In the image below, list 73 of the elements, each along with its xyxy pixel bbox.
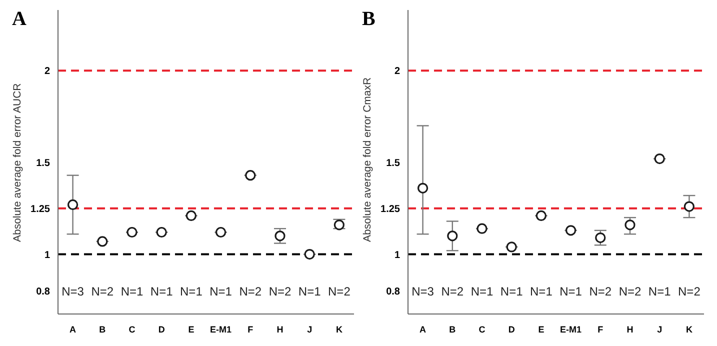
x-tick-label: K — [686, 324, 693, 334]
x-tick-label: A — [420, 324, 427, 334]
x-tick-label: E — [188, 324, 194, 334]
point — [68, 199, 78, 210]
annotation: N=2 — [91, 284, 114, 298]
x-tick-label: F — [598, 324, 604, 334]
point — [654, 153, 665, 164]
annotation: N=2 — [441, 284, 464, 298]
x-tick-label: C — [128, 324, 136, 334]
point — [506, 242, 517, 252]
y-axis-title: Absolute average fold error AUCR — [12, 82, 24, 242]
annotation: N=2 — [328, 284, 351, 298]
x-tick-label: E-M1 — [560, 324, 582, 334]
annotation: N=1 — [470, 284, 494, 298]
annotation: N=3 — [62, 284, 84, 298]
x-tick-label: J — [307, 324, 312, 334]
x-tick-label: J — [657, 324, 662, 334]
annotation: N=2 — [678, 284, 701, 298]
x-tick-label: B — [449, 324, 456, 334]
y-tick-label: 0.8 — [36, 286, 50, 298]
annotation: N=1 — [120, 284, 144, 298]
point — [536, 210, 546, 222]
y-tick-label: 0.8 — [386, 286, 400, 298]
x-tick-label: A — [70, 324, 77, 334]
y-tick-label: 1.5 — [36, 158, 50, 170]
y-tick-label: 1 — [394, 250, 400, 261]
y-tick-label: 1 — [44, 250, 50, 261]
point — [186, 210, 196, 222]
point — [304, 249, 315, 260]
point — [595, 232, 606, 244]
point — [97, 236, 108, 247]
y-tick-label: 2 — [44, 66, 50, 78]
x-tick-label: C — [478, 324, 486, 334]
annotation: N=1 — [298, 284, 322, 298]
annotation: N=1 — [150, 284, 174, 298]
annotation: N=3 — [412, 284, 434, 298]
point — [216, 226, 226, 238]
point — [156, 226, 167, 238]
x-tick-label: H — [276, 324, 284, 334]
annotation: N=1 — [530, 284, 553, 298]
point — [245, 170, 256, 181]
annotation: N=1 — [210, 284, 232, 298]
annotation: N=1 — [500, 284, 524, 298]
x-tick-label: H — [626, 324, 634, 334]
y-tick-label: 2 — [394, 66, 400, 78]
y-tick-label: 1.25 — [380, 204, 400, 215]
annotation: N=2 — [589, 284, 612, 298]
x-tick-label: K — [336, 324, 343, 334]
point — [274, 230, 286, 242]
point — [418, 182, 428, 194]
y-axis-title: Absolute average fold error CmaxR — [362, 77, 374, 242]
point — [684, 201, 694, 212]
x-tick-label: F — [248, 324, 254, 334]
point — [624, 220, 636, 230]
y-tick-label: 1.25 — [30, 204, 50, 215]
chart-title: B — [362, 8, 376, 31]
point — [126, 226, 138, 238]
y-tick-label: 1.5 — [386, 158, 400, 170]
annotation: N=2 — [268, 284, 292, 298]
annotation: N=2 — [618, 284, 642, 298]
x-tick-label: D — [158, 324, 166, 334]
x-tick-label: D — [508, 324, 516, 334]
annotation: N=1 — [180, 284, 203, 298]
point — [447, 230, 458, 242]
annotation: N=2 — [239, 284, 262, 298]
point — [566, 225, 576, 236]
annotation: N=1 — [648, 284, 672, 298]
x-tick-label: E — [538, 324, 544, 334]
chart-title: A — [12, 8, 26, 31]
x-tick-label: E-M1 — [210, 324, 232, 334]
point — [476, 223, 488, 234]
annotation: N=1 — [560, 284, 582, 298]
x-tick-label: B — [99, 324, 106, 334]
